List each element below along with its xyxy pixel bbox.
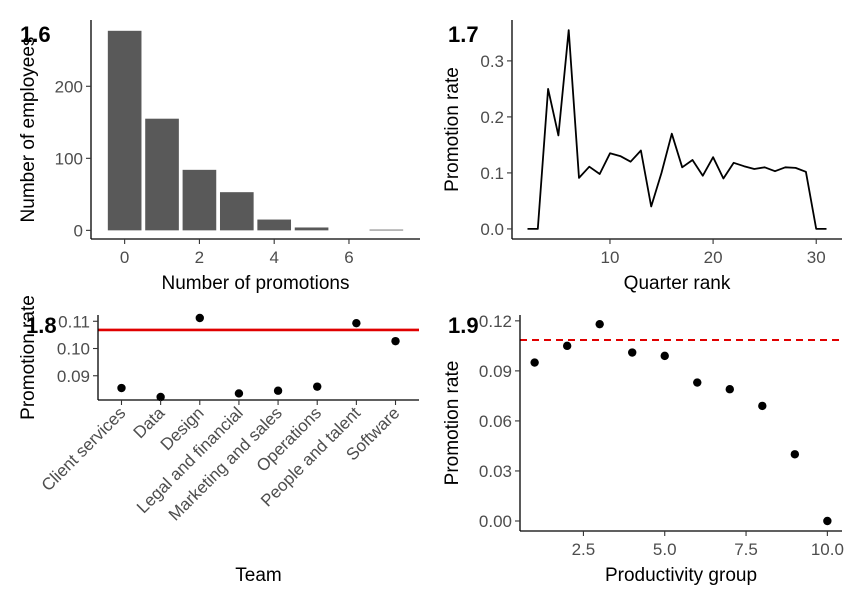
bar xyxy=(182,169,217,231)
x-axis-title: Quarter rank xyxy=(624,273,731,294)
data-point xyxy=(628,348,637,357)
bar xyxy=(219,192,254,231)
panel-promotions-histogram: 0 100 200 0 2 4 6 Number of promotions Number of… xyxy=(18,20,420,294)
data-point xyxy=(313,382,322,391)
data-point xyxy=(725,385,734,394)
data-point xyxy=(391,336,400,346)
panel-productivity-promotion-rate: 0.00 0.03 0.06 0.09 0.12 2.5 5.0 7.5 10.0 Product… xyxy=(442,312,844,586)
data-point xyxy=(693,378,702,387)
panel-tag: 1.9 xyxy=(448,313,479,338)
y-tick-label: 0.2 xyxy=(480,108,504,127)
bar xyxy=(107,30,142,231)
panel-tag: 1.8 xyxy=(26,313,57,338)
y-tick-label: 0.10 xyxy=(57,340,90,359)
y-axis-title: Promotion rate xyxy=(18,295,39,420)
data-point xyxy=(823,516,832,526)
x-tick-label: Client services xyxy=(38,403,130,495)
x-tick-label: 10 xyxy=(601,248,620,267)
x-tick-label: 0 xyxy=(120,248,129,267)
y-tick-label: 100 xyxy=(55,149,83,168)
y-tick-label: 200 xyxy=(55,77,83,96)
x-tick-label: 2.5 xyxy=(572,540,596,559)
bar xyxy=(369,229,404,231)
bar xyxy=(257,219,292,231)
x-tick-label: 6 xyxy=(344,248,353,267)
y-tick-label: 0.09 xyxy=(57,367,90,386)
y-tick-label: 0 xyxy=(74,221,83,240)
y-tick-label: 0.09 xyxy=(479,362,512,381)
y-axis-title: Promotion rate xyxy=(442,361,463,486)
data-point xyxy=(156,392,165,402)
y-tick-label: 0.3 xyxy=(480,52,504,71)
data-point xyxy=(352,318,361,328)
panel-quarter-rank-line: 0.0 0.1 0.2 0.3 10 20 30 Quarter rank Promotion … xyxy=(442,20,842,294)
data-point xyxy=(234,389,244,398)
data-point xyxy=(273,386,283,395)
panel-tag: 1.6 xyxy=(20,22,51,47)
y-axis-title: Promotion rate xyxy=(442,67,463,192)
data-point xyxy=(595,319,604,329)
series-line xyxy=(527,29,827,230)
data-point xyxy=(758,401,767,411)
x-tick-label: 5.0 xyxy=(653,540,677,559)
x-tick-label: 2 xyxy=(195,248,204,267)
data-point xyxy=(530,358,539,367)
data-point xyxy=(562,341,572,351)
data-point xyxy=(117,383,126,393)
data-point xyxy=(660,351,669,361)
y-tick-label: 0.00 xyxy=(479,512,512,531)
y-tick-label: 0.11 xyxy=(58,312,90,331)
y-axis-title: Number of employees xyxy=(18,37,39,223)
bar xyxy=(145,118,179,231)
x-tick-label: 30 xyxy=(807,248,826,267)
y-tick-label: 0.1 xyxy=(480,164,504,183)
x-axis-title: Number of promotions xyxy=(162,273,350,294)
y-tick-label: 0.03 xyxy=(479,462,512,481)
y-tick-label: 0.0 xyxy=(480,220,504,239)
y-tick-label: 0.12 xyxy=(479,312,512,331)
bar xyxy=(294,227,329,231)
x-axis-title: Team xyxy=(235,565,281,586)
x-tick-label: 4 xyxy=(269,248,278,267)
panel-tag: 1.7 xyxy=(448,22,479,47)
data-point xyxy=(790,450,800,459)
data-point xyxy=(195,313,204,323)
x-tick-label: 10.0 xyxy=(811,540,844,559)
y-tick-label: 0.06 xyxy=(479,412,512,431)
x-axis-title: Productivity group xyxy=(605,565,757,586)
x-tick-label: 7.5 xyxy=(734,540,758,559)
x-tick-label: 20 xyxy=(704,248,723,267)
